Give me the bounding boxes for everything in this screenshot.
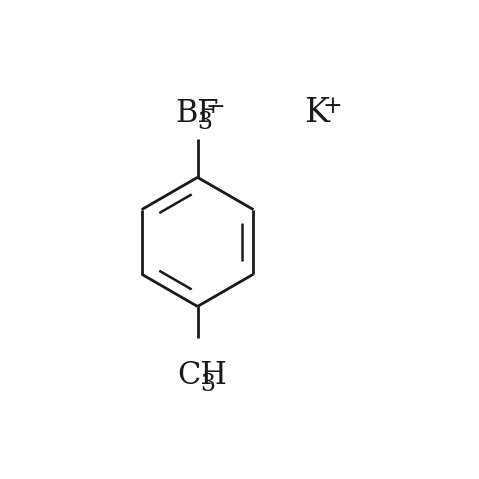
Text: CH: CH bbox=[177, 360, 227, 391]
Text: BF: BF bbox=[175, 98, 219, 129]
Text: −: − bbox=[205, 96, 226, 119]
Text: 3: 3 bbox=[200, 373, 215, 396]
Text: K: K bbox=[305, 97, 330, 129]
Text: +: + bbox=[322, 95, 342, 118]
Text: 3: 3 bbox=[197, 112, 213, 135]
